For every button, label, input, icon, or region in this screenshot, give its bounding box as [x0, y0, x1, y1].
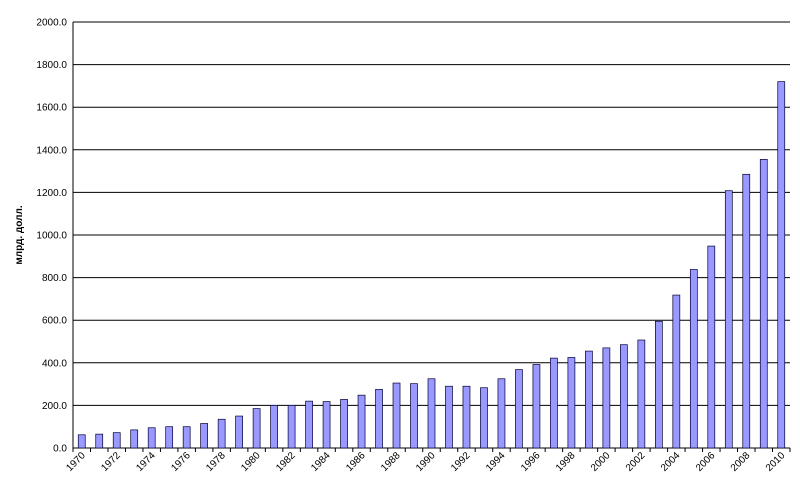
- x-tick-label: 1986: [344, 450, 368, 474]
- y-tick-label: 1200.0: [36, 188, 67, 199]
- x-tick-label: 1970: [64, 450, 88, 474]
- bar: [672, 294, 681, 449]
- bar: [777, 81, 786, 449]
- x-tick-label: 1992: [449, 450, 473, 474]
- x-tick-label: 1984: [309, 450, 333, 474]
- bar: [532, 364, 541, 449]
- bar: [357, 394, 366, 449]
- x-tick-label: 1976: [169, 450, 193, 474]
- x-tick-label: 2006: [694, 450, 718, 474]
- y-tick-label: 1400.0: [36, 145, 67, 156]
- bar: [147, 427, 156, 449]
- x-tick-label: 2008: [729, 450, 753, 474]
- bar: [165, 426, 174, 449]
- bar: [480, 387, 488, 449]
- x-tick-label: 1988: [379, 450, 403, 474]
- bar: [182, 426, 191, 449]
- bar: [95, 433, 104, 449]
- x-tick-label: 1990: [414, 450, 438, 474]
- bar: [235, 415, 243, 449]
- bar: [112, 432, 121, 449]
- x-tick-label: 1982: [274, 450, 298, 474]
- bar: [270, 405, 278, 449]
- bar: [602, 347, 611, 449]
- bar: [462, 385, 471, 449]
- y-tick-label: 1800.0: [36, 60, 67, 71]
- x-tick-label: 1978: [204, 450, 228, 474]
- x-tick-label: 1996: [519, 450, 543, 474]
- bar: [252, 408, 261, 449]
- y-tick-label: 1600.0: [36, 103, 67, 114]
- bar: [689, 269, 698, 449]
- bar: [567, 357, 576, 449]
- bar: [620, 344, 628, 449]
- bar: [707, 245, 716, 449]
- bar: [410, 383, 418, 449]
- y-tick-label: 600.0: [42, 316, 67, 327]
- bar: [200, 423, 209, 449]
- bar: [427, 378, 436, 449]
- bar: [585, 350, 593, 449]
- bar: [322, 401, 331, 449]
- bar: [515, 369, 523, 449]
- x-tick-label: 1998: [554, 450, 578, 474]
- y-tick-label: 0.0: [53, 444, 67, 455]
- y-tick-label: 200.0: [42, 401, 67, 412]
- x-tick-label: 2010: [764, 450, 788, 474]
- bar: [340, 399, 348, 449]
- bar: [759, 159, 768, 449]
- y-tick-label: 800.0: [42, 273, 67, 284]
- bar: [392, 382, 401, 449]
- bar: [550, 357, 558, 449]
- y-tick-label: 2000.0: [36, 18, 67, 29]
- bar: [724, 190, 733, 449]
- bar: [637, 339, 646, 449]
- x-tick-label: 2000: [589, 450, 613, 474]
- x-tick-label: 1972: [99, 450, 123, 474]
- bar: [654, 320, 663, 449]
- x-tick-label: 1980: [239, 450, 263, 474]
- x-tick-label: 2002: [624, 450, 648, 474]
- bar: [130, 429, 139, 449]
- y-axis-label: млрд. долл.: [14, 205, 25, 264]
- y-tick-label: 400.0: [42, 358, 67, 369]
- bar: [217, 418, 226, 449]
- y-tick-label: 1000.0: [36, 231, 67, 242]
- bar: [305, 400, 313, 449]
- bar: [375, 389, 383, 449]
- x-tick-label: 2004: [659, 450, 683, 474]
- bar: [77, 434, 86, 449]
- bar: [445, 385, 453, 449]
- bar: [287, 405, 296, 449]
- bar: [497, 378, 506, 449]
- x-tick-label: 1974: [134, 450, 158, 474]
- x-tick-label: 1994: [484, 450, 508, 474]
- bar: [742, 173, 751, 449]
